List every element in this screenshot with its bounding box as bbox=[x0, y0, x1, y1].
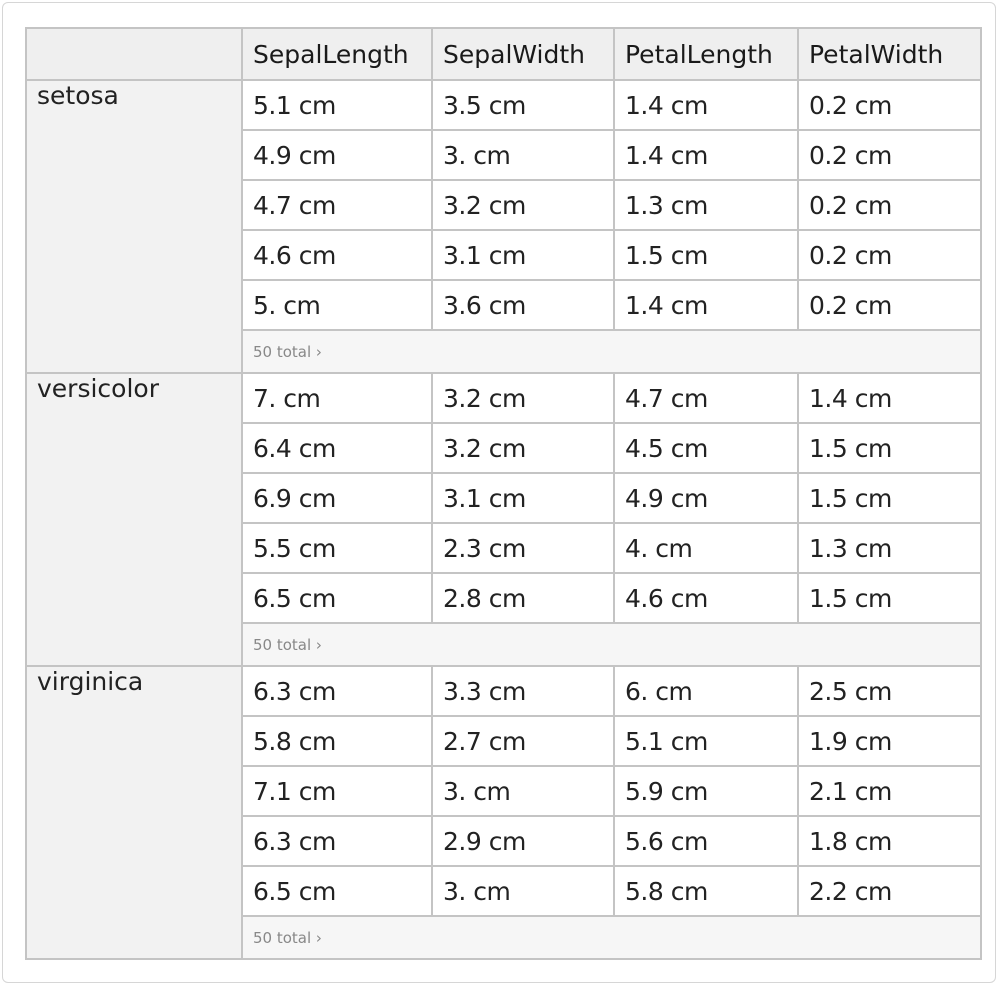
total-row: 50 total › bbox=[26, 915, 982, 960]
table-cell: 5.9 cm bbox=[613, 765, 799, 817]
column-header-sepal-width: SepalWidth bbox=[431, 27, 615, 81]
table-row: setosa 5.1 cm 3.5 cm 1.4 cm 0.2 cm bbox=[25, 79, 982, 374]
table-cell: 1.4 cm bbox=[613, 129, 799, 181]
table-row: 4.7 cm 3.2 cm 1.3 cm 0.2 cm bbox=[26, 179, 982, 231]
table-cell: 5.8 cm bbox=[241, 715, 433, 767]
group-label-virginica: virginica bbox=[25, 665, 243, 960]
table-cell: 4.9 cm bbox=[613, 472, 799, 524]
total-row: 50 total › bbox=[26, 329, 982, 374]
table-row: 7.1 cm 3. cm 5.9 cm 2.1 cm bbox=[26, 765, 982, 817]
table-cell: 2.7 cm bbox=[431, 715, 615, 767]
table-cell: 1.3 cm bbox=[797, 522, 982, 574]
table-cell: 6.5 cm bbox=[241, 865, 433, 917]
table-cell: 4.9 cm bbox=[241, 129, 433, 181]
corner-cell bbox=[25, 27, 243, 81]
table-cell: 0.2 cm bbox=[797, 279, 982, 331]
group-label-versicolor: versicolor bbox=[25, 372, 243, 667]
column-header-petal-width: PetalWidth bbox=[797, 27, 982, 81]
table-cell: 2.2 cm bbox=[797, 865, 982, 917]
table-cell: 3.5 cm bbox=[431, 79, 615, 131]
table-cell: 3. cm bbox=[431, 129, 615, 181]
table-cell: 1.3 cm bbox=[613, 179, 799, 231]
table-cell: 6. cm bbox=[613, 665, 799, 717]
table-cell: 2.3 cm bbox=[431, 522, 615, 574]
table-cell: 4.6 cm bbox=[613, 572, 799, 624]
table-cell: 3.2 cm bbox=[431, 422, 615, 474]
total-link-versicolor[interactable]: 50 total › bbox=[241, 622, 982, 667]
table-cell: 0.2 cm bbox=[797, 229, 982, 281]
table-cell: 7. cm bbox=[241, 372, 433, 424]
table-cell: 3.1 cm bbox=[431, 472, 615, 524]
group-label-setosa: setosa bbox=[25, 79, 243, 374]
total-link-setosa[interactable]: 50 total › bbox=[241, 329, 982, 374]
table-cell: 1.5 cm bbox=[797, 472, 982, 524]
table-row: 5.5 cm 2.3 cm 4. cm 1.3 cm bbox=[26, 522, 982, 574]
table-cell: 5. cm bbox=[241, 279, 433, 331]
table-cell: 4.7 cm bbox=[241, 179, 433, 231]
table-cell: 2.8 cm bbox=[431, 572, 615, 624]
table-cell: 3.1 cm bbox=[431, 229, 615, 281]
table-cell: 7.1 cm bbox=[241, 765, 433, 817]
table-cell: 6.4 cm bbox=[241, 422, 433, 474]
table-cell: 2.9 cm bbox=[431, 815, 615, 867]
dataset-table: SepalLength SepalWidth PetalLength Petal… bbox=[25, 27, 982, 960]
total-row: 50 total › bbox=[26, 622, 982, 667]
table-row: 5. cm 3.6 cm 1.4 cm 0.2 cm bbox=[26, 279, 982, 331]
table-cell: 5.8 cm bbox=[613, 865, 799, 917]
column-header-sepal-length: SepalLength bbox=[241, 27, 433, 81]
table-cell: 1.5 cm bbox=[797, 572, 982, 624]
table-cell: 5.1 cm bbox=[241, 79, 433, 131]
table-cell: 1.9 cm bbox=[797, 715, 982, 767]
header-row: SepalLength SepalWidth PetalLength Petal… bbox=[25, 27, 982, 81]
table-cell: 1.4 cm bbox=[797, 372, 982, 424]
table-cell: 0.2 cm bbox=[797, 79, 982, 131]
table-cell: 6.3 cm bbox=[241, 665, 433, 717]
table-row: 6.5 cm 2.8 cm 4.6 cm 1.5 cm bbox=[26, 572, 982, 624]
table-row: 6.5 cm 3. cm 5.8 cm 2.2 cm bbox=[26, 865, 982, 917]
table-cell: 1.5 cm bbox=[613, 229, 799, 281]
table-cell: 6.9 cm bbox=[241, 472, 433, 524]
table-cell: 0.2 cm bbox=[797, 179, 982, 231]
table-row: 5.8 cm 2.7 cm 5.1 cm 1.9 cm bbox=[26, 715, 982, 767]
table-cell: 1.4 cm bbox=[613, 279, 799, 331]
total-link-virginica[interactable]: 50 total › bbox=[241, 915, 982, 960]
table-cell: 3.2 cm bbox=[431, 372, 615, 424]
table-row: 6.9 cm 3.1 cm 4.9 cm 1.5 cm bbox=[26, 472, 982, 524]
table-cell: 6.3 cm bbox=[241, 815, 433, 867]
table-cell: 3.6 cm bbox=[431, 279, 615, 331]
table-cell: 3. cm bbox=[431, 765, 615, 817]
table-cell: 1.8 cm bbox=[797, 815, 982, 867]
table-cell: 5.5 cm bbox=[241, 522, 433, 574]
table-row: 4.6 cm 3.1 cm 1.5 cm 0.2 cm bbox=[26, 229, 982, 281]
table-cell: 1.4 cm bbox=[613, 79, 799, 131]
table-row: 6.3 cm 2.9 cm 5.6 cm 1.8 cm bbox=[26, 815, 982, 867]
table-cell: 2.5 cm bbox=[797, 665, 982, 717]
table-cell: 5.1 cm bbox=[613, 715, 799, 767]
table-cell: 0.2 cm bbox=[797, 129, 982, 181]
table-cell: 5.6 cm bbox=[613, 815, 799, 867]
table-row: 4.9 cm 3. cm 1.4 cm 0.2 cm bbox=[26, 129, 982, 181]
table-cell: 3.2 cm bbox=[431, 179, 615, 231]
table-row: versicolor 7. cm 3.2 cm 4.7 cm 1.4 cm bbox=[25, 372, 982, 667]
table-cell: 3.3 cm bbox=[431, 665, 615, 717]
table-row: virginica 6.3 cm 3.3 cm 6. cm 2.5 cm bbox=[25, 665, 982, 960]
table-cell: 4.7 cm bbox=[613, 372, 799, 424]
table-cell: 2.1 cm bbox=[797, 765, 982, 817]
table-cell: 6.5 cm bbox=[241, 572, 433, 624]
table-cell: 4. cm bbox=[613, 522, 799, 574]
table-cell: 4.5 cm bbox=[613, 422, 799, 474]
table-cell: 1.5 cm bbox=[797, 422, 982, 474]
table-cell: 4.6 cm bbox=[241, 229, 433, 281]
column-header-petal-length: PetalLength bbox=[613, 27, 799, 81]
table-row: 6.4 cm 3.2 cm 4.5 cm 1.5 cm bbox=[26, 422, 982, 474]
table-cell: 3. cm bbox=[431, 865, 615, 917]
